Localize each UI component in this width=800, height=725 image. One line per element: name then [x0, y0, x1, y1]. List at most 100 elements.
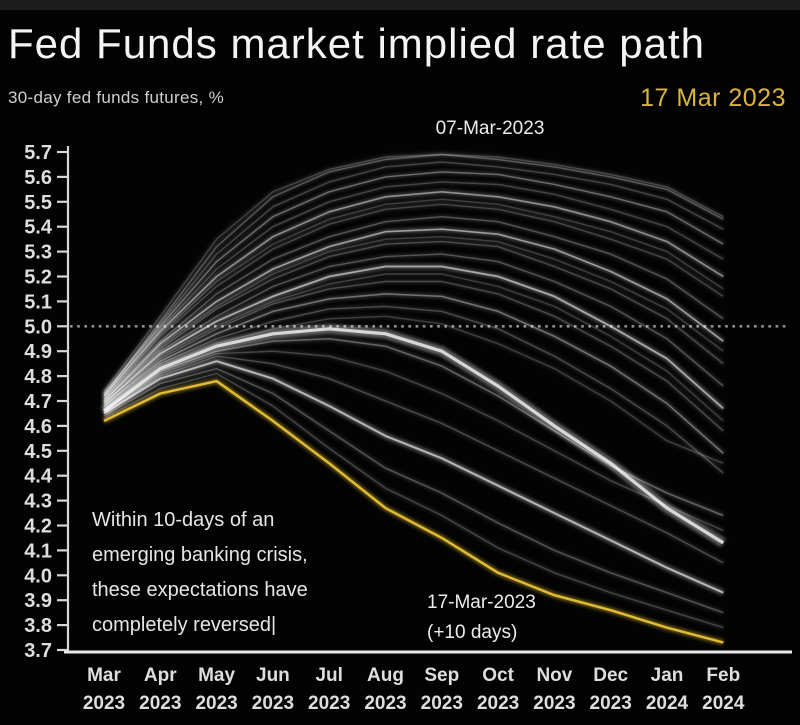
bottom-series-annotation-line2: (+10 days)	[427, 622, 518, 643]
y-tick-label: 4.9	[24, 341, 52, 363]
bottom-series-annotation-line1: 17-Mar-2023	[427, 592, 536, 613]
axis-units-subtitle: 30-day fed funds futures, %	[8, 88, 225, 107]
fan-line-glow	[102, 279, 725, 433]
y-tick-label: 5.6	[24, 167, 52, 189]
x-tick-label-year: 2023	[533, 693, 575, 714]
fan-line-glow	[102, 159, 725, 395]
highlight-line	[103, 379, 724, 644]
fan-line	[103, 338, 724, 517]
x-tick-label-year: 2024	[646, 693, 689, 714]
x-tick-label-month: Mar	[87, 665, 121, 686]
fan-line	[103, 372, 724, 629]
fan-line	[103, 315, 724, 464]
fan-line	[103, 367, 724, 614]
top-series-annotation: 07-Mar-2023	[435, 118, 545, 139]
x-tick-label-month: Feb	[706, 665, 740, 686]
fan-line-glow	[102, 252, 725, 406]
y-tick-label: 4.2	[24, 516, 52, 538]
y-tick-label: 5.7	[24, 142, 52, 164]
x-tick-label-year: 2023	[252, 693, 294, 714]
commentary-note-line1: Within 10-days of an	[92, 509, 275, 531]
as-of-date-label: 17 Mar 2023	[640, 84, 786, 112]
x-tick-label-month: Oct	[482, 665, 514, 686]
x-tick-label-year: 2023	[83, 693, 125, 714]
x-tick-label-year: 2023	[195, 693, 237, 714]
x-tick-label-month: Apr	[144, 665, 177, 686]
y-tick-label: 5.3	[24, 242, 52, 264]
fan-line	[103, 171, 724, 394]
x-tick-label-month: Nov	[536, 665, 572, 686]
fan-line-glow	[102, 304, 725, 475]
x-tick-label-year: 2023	[139, 693, 181, 714]
fan-line	[103, 240, 724, 402]
fan-line-glow	[102, 239, 725, 403]
fan-line	[103, 181, 724, 397]
y-tick-label: 4.1	[24, 540, 52, 562]
fan-line-glow	[102, 291, 725, 455]
y-tick-label: 3.8	[24, 615, 52, 637]
y-tick-label: 4.4	[24, 466, 53, 488]
x-tick-label-year: 2023	[477, 693, 519, 714]
fan-line	[103, 253, 724, 405]
bottom-series-annotation: 17-Mar-2023 (+10 days)	[427, 588, 536, 648]
fan-line-glow	[102, 214, 725, 400]
commentary-note-line4: completely reversed|	[92, 614, 277, 636]
x-tick-label-month: Jul	[315, 665, 342, 686]
fan-line-glow	[102, 366, 725, 615]
fan-line-glow	[103, 371, 724, 630]
x-tick-label-month: Sep	[424, 665, 459, 686]
x-tick-label-month: Jan	[651, 665, 684, 686]
fan-line-glow	[102, 179, 725, 398]
fan-line	[103, 203, 724, 399]
x-tick-label-month: Jun	[256, 665, 290, 686]
y-tick-label: 4.8	[24, 366, 52, 388]
y-tick-label: 4.7	[24, 391, 52, 413]
commentary-note-line2: emerging banking crisis,	[92, 544, 308, 566]
fan-line	[103, 215, 724, 399]
x-tick-label-year: 2023	[364, 693, 406, 714]
x-tick-label-month: Aug	[367, 665, 404, 686]
fan-line	[103, 350, 724, 532]
x-tick-label-year: 2023	[590, 693, 632, 714]
x-tick-label-year: 2023	[421, 693, 463, 714]
y-tick-label: 5.4	[24, 217, 53, 239]
fan-line-glow	[102, 169, 725, 395]
fan-line	[103, 153, 724, 392]
y-tick-label: 5.1	[24, 291, 52, 313]
fan-line-glow	[102, 189, 725, 398]
y-tick-label: 4.5	[24, 441, 52, 463]
page-title: Fed Funds market implied rate path	[8, 20, 705, 67]
x-tick-label-year: 2023	[308, 693, 350, 714]
fan-line	[103, 273, 724, 422]
x-tick-label-year: 2024	[702, 693, 745, 714]
y-tick-label: 5.2	[24, 267, 52, 289]
fan-line	[103, 280, 724, 432]
fan-line	[103, 360, 724, 594]
fan-line	[103, 327, 725, 545]
fan-line	[103, 293, 724, 454]
fan-line	[103, 235, 724, 402]
fan-line	[103, 153, 724, 397]
fan-line-glow	[102, 197, 725, 400]
y-tick-label: 4.3	[24, 491, 52, 513]
fan-line	[103, 265, 724, 410]
fan-line	[103, 228, 724, 402]
fan-line	[103, 191, 724, 397]
window-top-strip	[0, 0, 800, 10]
y-tick-label: 3.7	[24, 640, 52, 662]
fan-line-glow	[102, 271, 725, 423]
fan-line	[103, 198, 724, 399]
fan-line	[103, 161, 724, 394]
y-tick-label: 5.0	[24, 316, 52, 338]
commentary-note: Within 10-days of an emerging banking cr…	[92, 503, 308, 643]
commentary-note-line3: these expectations have	[92, 579, 308, 601]
y-tick-label: 4.0	[24, 565, 52, 587]
fan-line	[103, 305, 724, 474]
y-tick-label: 4.6	[24, 416, 52, 438]
fan-line-glow	[102, 202, 725, 400]
x-tick-label-month: May	[198, 665, 235, 686]
y-tick-label: 5.5	[24, 192, 52, 214]
fan-line-glow	[102, 349, 725, 533]
